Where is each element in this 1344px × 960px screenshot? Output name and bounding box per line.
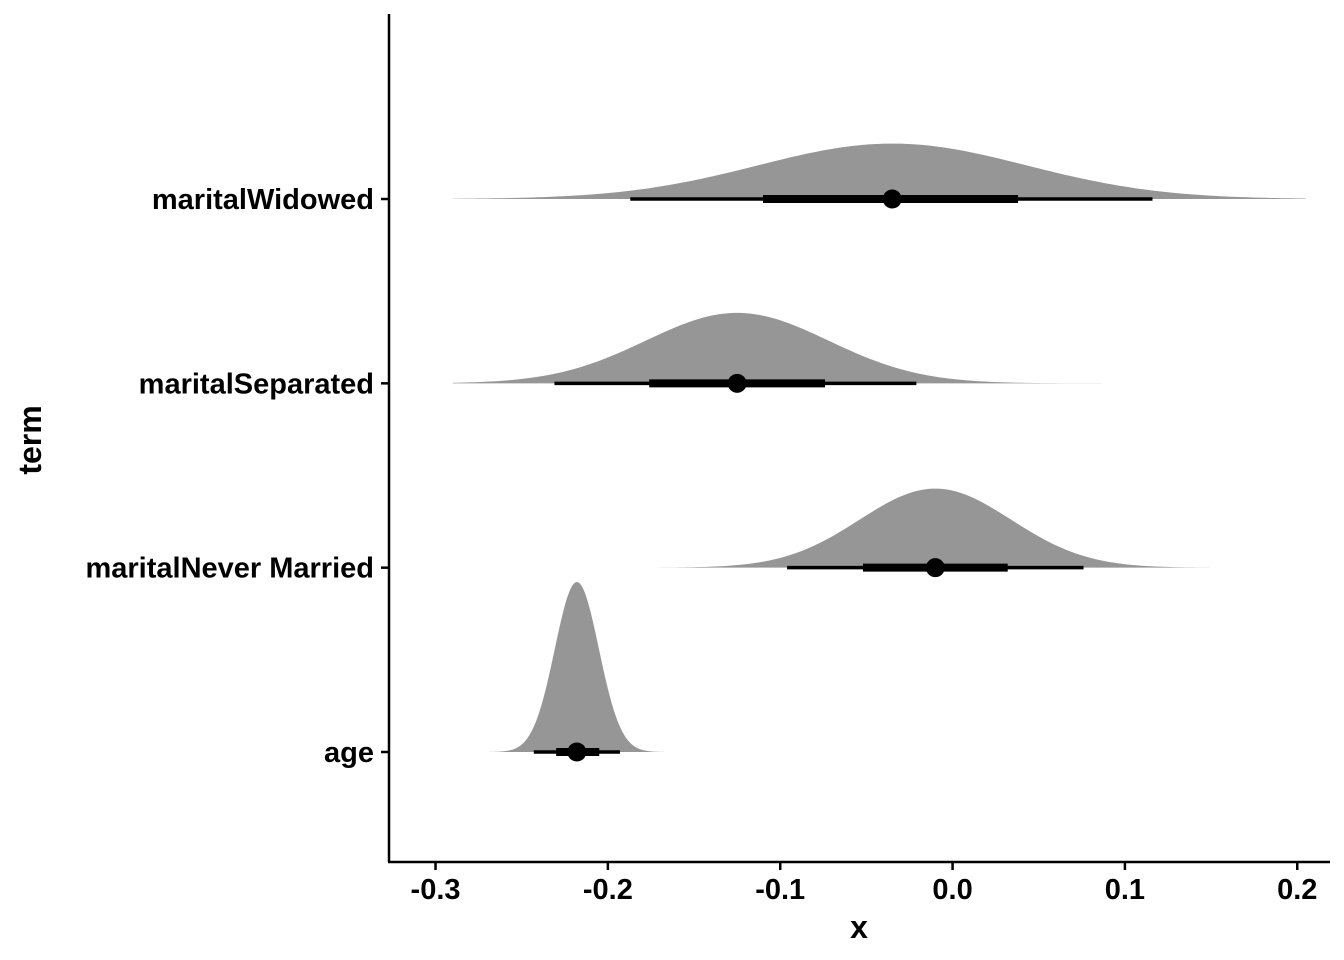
- density-maritalNever Married: [642, 488, 1246, 568]
- density-layer: [452, 143, 1306, 752]
- density-maritalWidowed: [452, 143, 1306, 200]
- y-tick-label: maritalSeparated: [139, 368, 374, 400]
- x-tick-label: 0.2: [1277, 874, 1317, 906]
- y-axis-ticks: age maritalNever Married maritalSeparated m…: [85, 184, 389, 769]
- y-tick-label: maritalWidowed: [152, 184, 374, 216]
- x-tick-label: 0.0: [932, 874, 972, 906]
- y-tick-label: maritalNever Married: [85, 553, 374, 585]
- density-age: [487, 582, 677, 752]
- point-maritalWidowed: [882, 189, 902, 209]
- x-tick-label: -0.3: [411, 874, 461, 906]
- interval-layer: [533, 189, 1153, 762]
- x-axis-title: x: [850, 909, 868, 945]
- x-tick-label: -0.2: [583, 874, 633, 906]
- y-axis-title: term: [12, 405, 48, 474]
- y-tick-label: age: [324, 737, 374, 769]
- point-maritalSeparated: [727, 373, 747, 393]
- x-axis-ticks: -0.3 -0.2 -0.1 0.0 0.1 0.2: [411, 862, 1317, 906]
- x-tick-label: -0.1: [755, 874, 805, 906]
- point-age: [567, 742, 587, 762]
- point-maritalNever Married: [925, 558, 945, 578]
- x-tick-label: 0.1: [1105, 874, 1145, 906]
- density-maritalSeparated: [452, 312, 1108, 384]
